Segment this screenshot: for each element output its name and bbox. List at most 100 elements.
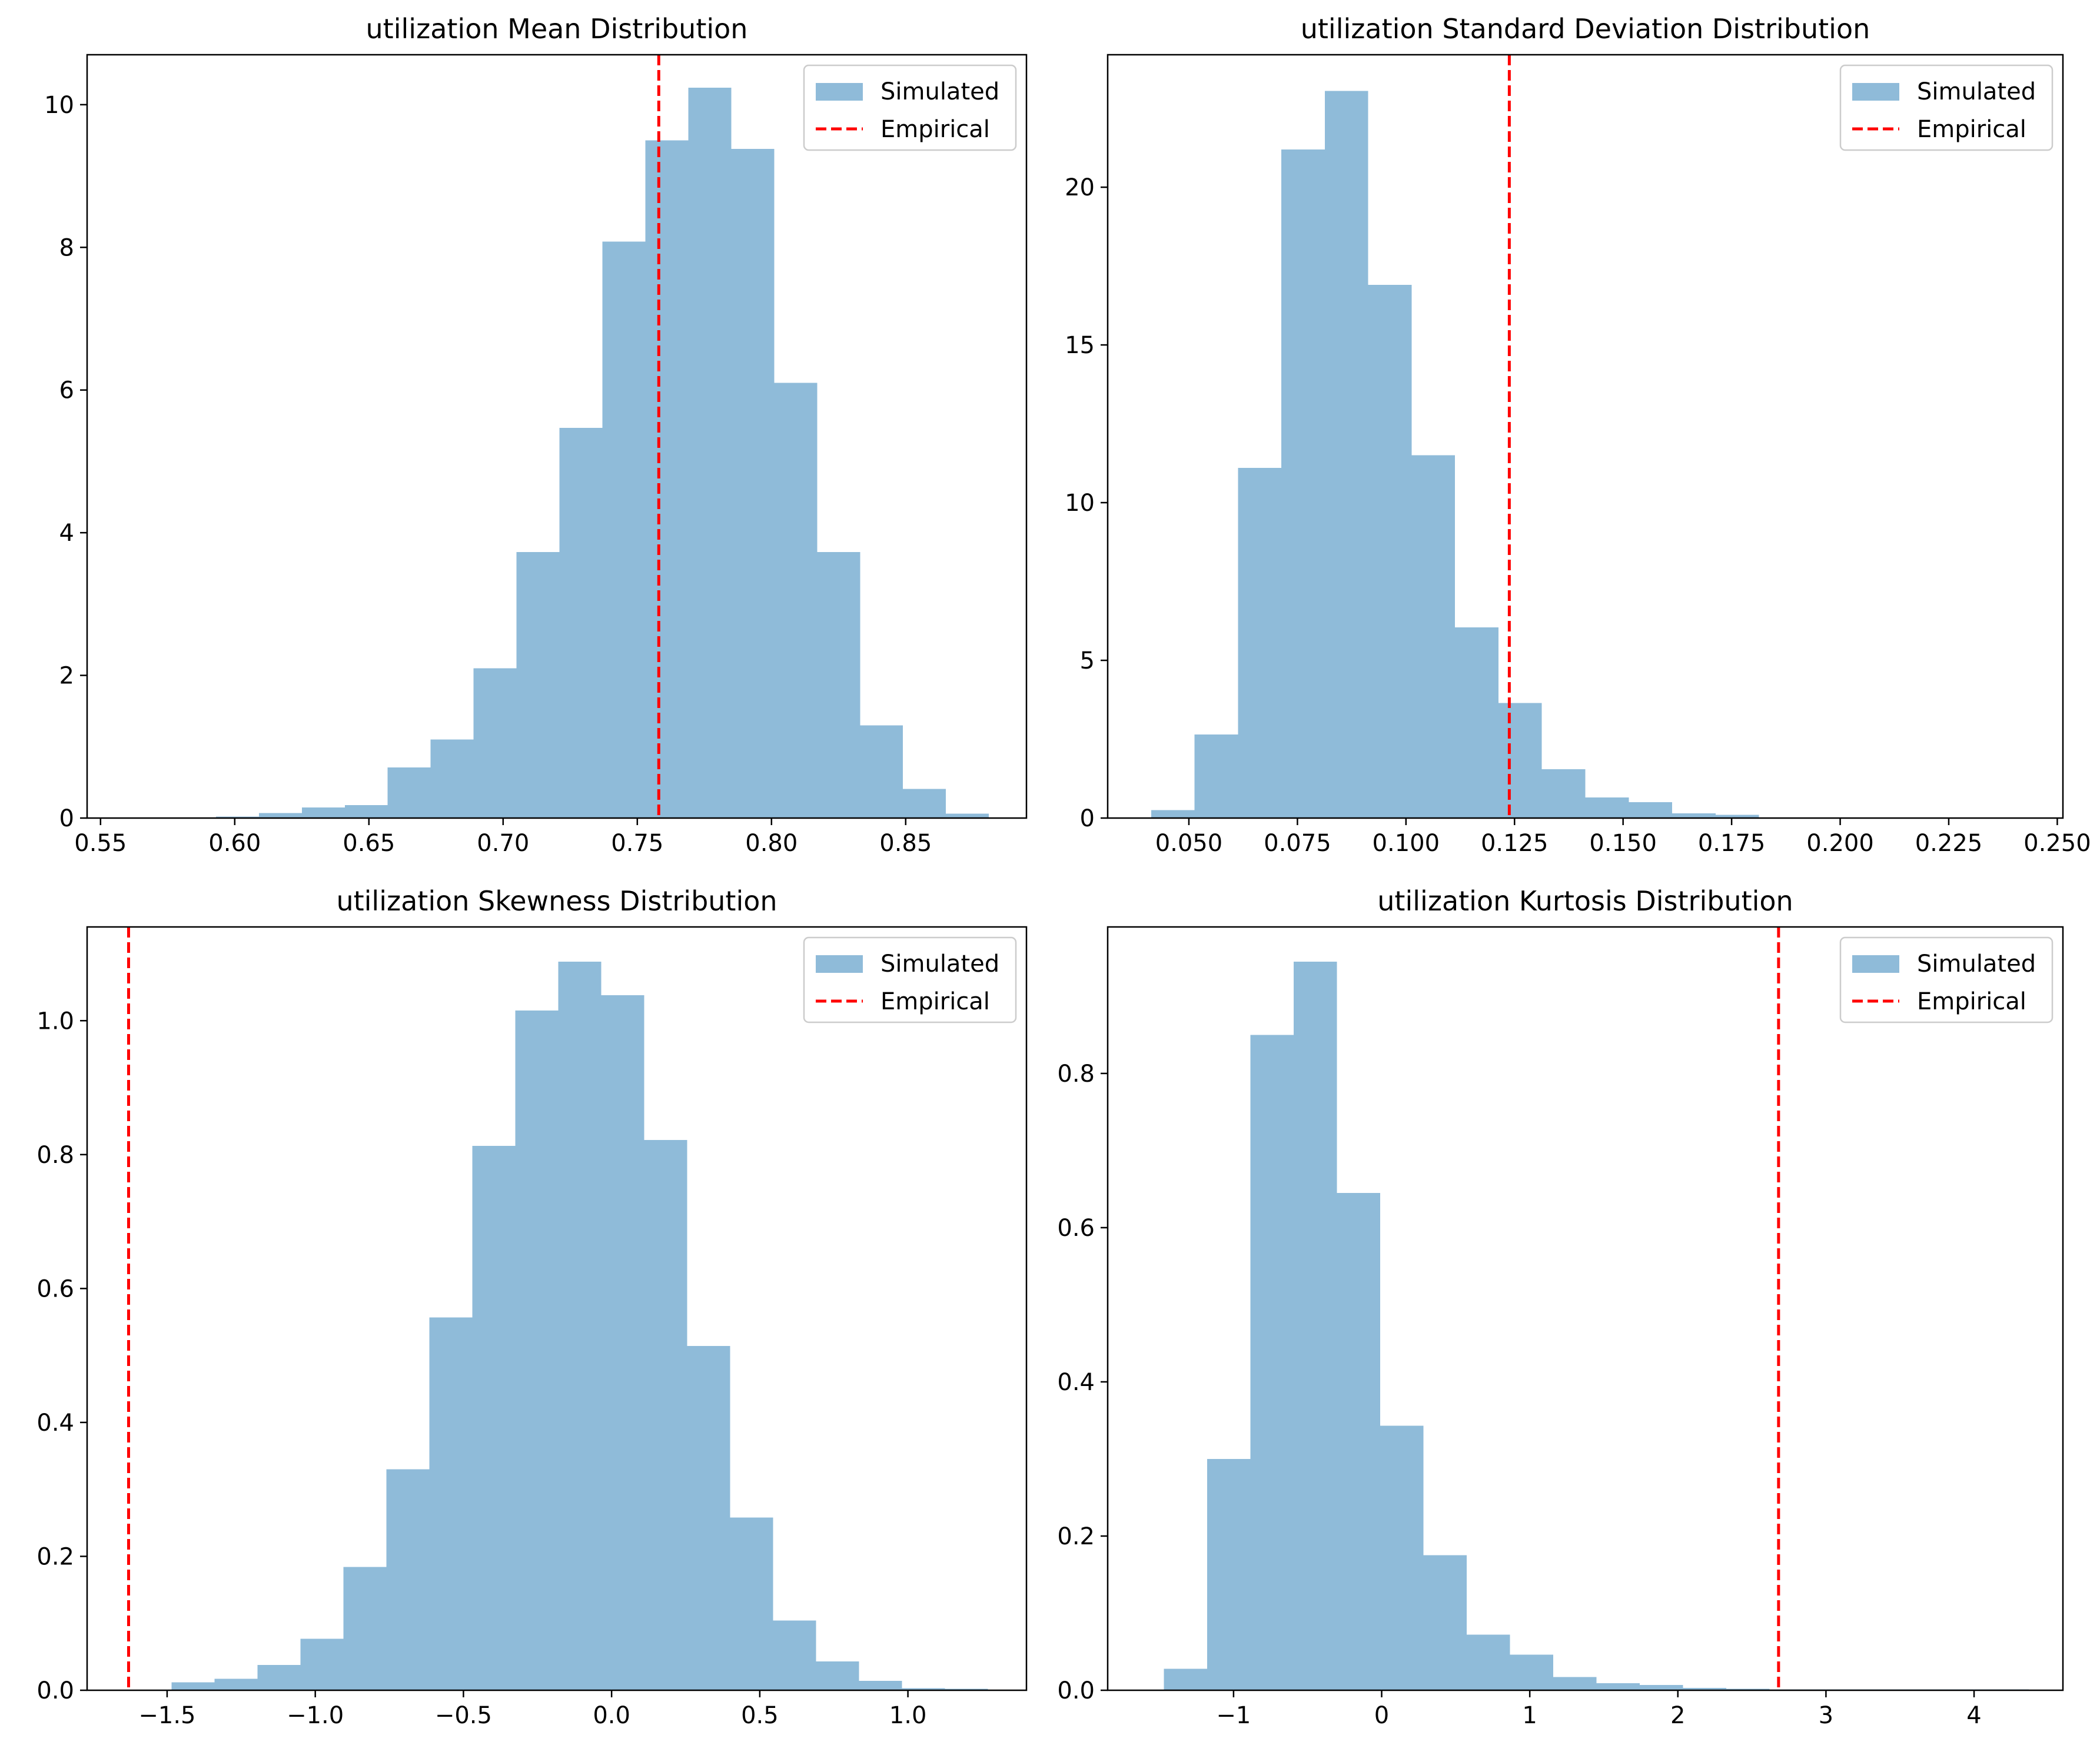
y-tick-label: 6 [59,377,74,404]
x-tick-label: 0.85 [879,830,932,857]
legend-label-empirical: Empirical [880,988,990,1015]
x-tick-label: 0.80 [745,830,798,857]
histogram-bar [902,1688,945,1690]
y-tick-label: 0.2 [1057,1523,1095,1550]
histogram-bar [257,1664,301,1690]
histogram-bar [387,767,431,818]
x-tick-label: 0.075 [1264,830,1331,857]
y-tick-label: 15 [1065,332,1095,359]
y-tick-label: 0.2 [36,1543,74,1570]
histogram-bar [816,1661,859,1690]
legend: Simulated Empirical [803,64,1017,151]
y-tick-label: 0.0 [36,1677,74,1704]
histogram-bar [430,739,474,818]
histogram-bar [1553,1677,1597,1690]
histogram-bar [730,1517,773,1690]
x-tick-label: 0.0 [593,1702,630,1729]
histogram-bar [1250,1035,1294,1690]
x-tick-label: 0.55 [74,830,127,857]
y-tick-label: 0 [1080,805,1095,832]
histogram-bar [386,1469,430,1690]
histogram-bar [859,1681,902,1690]
histogram-bar [860,725,903,818]
legend-swatch-simulated [816,955,863,973]
histogram-bar [516,551,560,818]
histogram-bar [1281,149,1325,818]
x-tick-label: 0.100 [1373,830,1440,857]
chart-title: utilization Mean Distribution [366,13,748,45]
histogram-bar [1639,1684,1683,1690]
histogram-bar [1194,734,1238,818]
histogram-bar [472,1146,516,1690]
y-tick-label: 0.6 [1057,1215,1095,1242]
y-tick-label: 0.8 [1057,1061,1095,1088]
legend: Simulated Empirical [803,936,1017,1023]
x-tick-label: 0.60 [208,830,261,857]
histogram-bar [1715,815,1759,818]
histogram-bar [1498,703,1542,818]
x-tick-label: −1 [1216,1702,1251,1729]
x-tick-label: 2 [1670,1702,1685,1729]
legend: Simulated Empirical [1839,936,2054,1023]
histogram-bars [215,87,989,818]
histogram-bar [1726,1689,1770,1690]
histogram-bar [473,668,517,818]
histogram-bar [258,813,302,818]
histogram-bar [1238,468,1282,818]
y-tick-label: 0 [59,805,74,832]
histogram-bar [1151,810,1195,818]
chart-title: utilization Skewness Distribution [336,885,777,917]
axes-frame [1107,54,2064,819]
x-tick-label: 0.050 [1155,830,1223,857]
x-tick-label: 0.5 [741,1702,779,1729]
legend-label-simulated: Simulated [1917,78,2036,105]
x-tick-label: 3 [1819,1702,1833,1729]
histogram-bar [1466,1634,1510,1690]
x-tick-label: 0.225 [1915,830,1983,857]
legend-swatch-simulated [1852,83,1899,101]
histogram-bar [1672,813,1716,818]
legend-label-empirical: Empirical [1917,988,2026,1015]
y-tick-label: 8 [59,234,74,261]
legend-label-simulated: Simulated [880,78,999,105]
x-tick-label: 0.200 [1806,830,1874,857]
histogram-bar [903,789,946,818]
histogram-bar [644,1139,687,1690]
histogram-bar [558,962,602,1690]
histogram-bar [343,1567,387,1690]
x-tick-label: −1.0 [287,1702,344,1729]
histogram-bars [1151,91,2020,819]
subplot-3: −1.5 −1.0 −0.5 0.0 0.5 1.0 0.0 0.2 0.4 0.6 0.8 1.0 u… [36,885,1028,1729]
histogram-bar [344,805,388,818]
y-tick-label: 0.4 [1057,1369,1095,1396]
x-tick-label: 0.150 [1589,830,1657,857]
y-tick-label: 10 [44,92,74,119]
y-tick-label: 0.8 [36,1142,74,1169]
histogram-bar [817,551,860,818]
x-tick-label: 0.125 [1481,830,1549,857]
axes-frame [1107,926,2064,1691]
histogram-bar [731,149,775,818]
y-tick-label: 2 [59,663,74,690]
histogram-bar [1629,802,1673,818]
histogram-bar [1455,627,1498,818]
histogram-bar [773,1620,816,1690]
axes-frame [86,926,1028,1691]
histogram-bar [602,241,646,818]
histogram-bar [1337,1192,1380,1690]
histogram-bar [1324,91,1368,819]
x-tick-label: 0.175 [1698,830,1766,857]
histogram-bar [1368,285,1412,819]
histogram-bar [774,383,818,818]
y-tick-label: 0.0 [1057,1677,1095,1704]
chart-title: utilization Standard Deviation Distribut… [1301,13,1870,45]
legend-swatch-simulated [816,83,863,101]
y-tick-label: 0.4 [36,1410,74,1437]
histogram-bar [1596,1683,1640,1690]
legend-swatch-simulated [1852,955,1899,973]
x-tick-label: −1.5 [138,1702,195,1729]
y-tick-label: 20 [1065,174,1095,201]
histogram-bar [1423,1555,1467,1690]
x-tick-label: −0.5 [435,1702,492,1729]
